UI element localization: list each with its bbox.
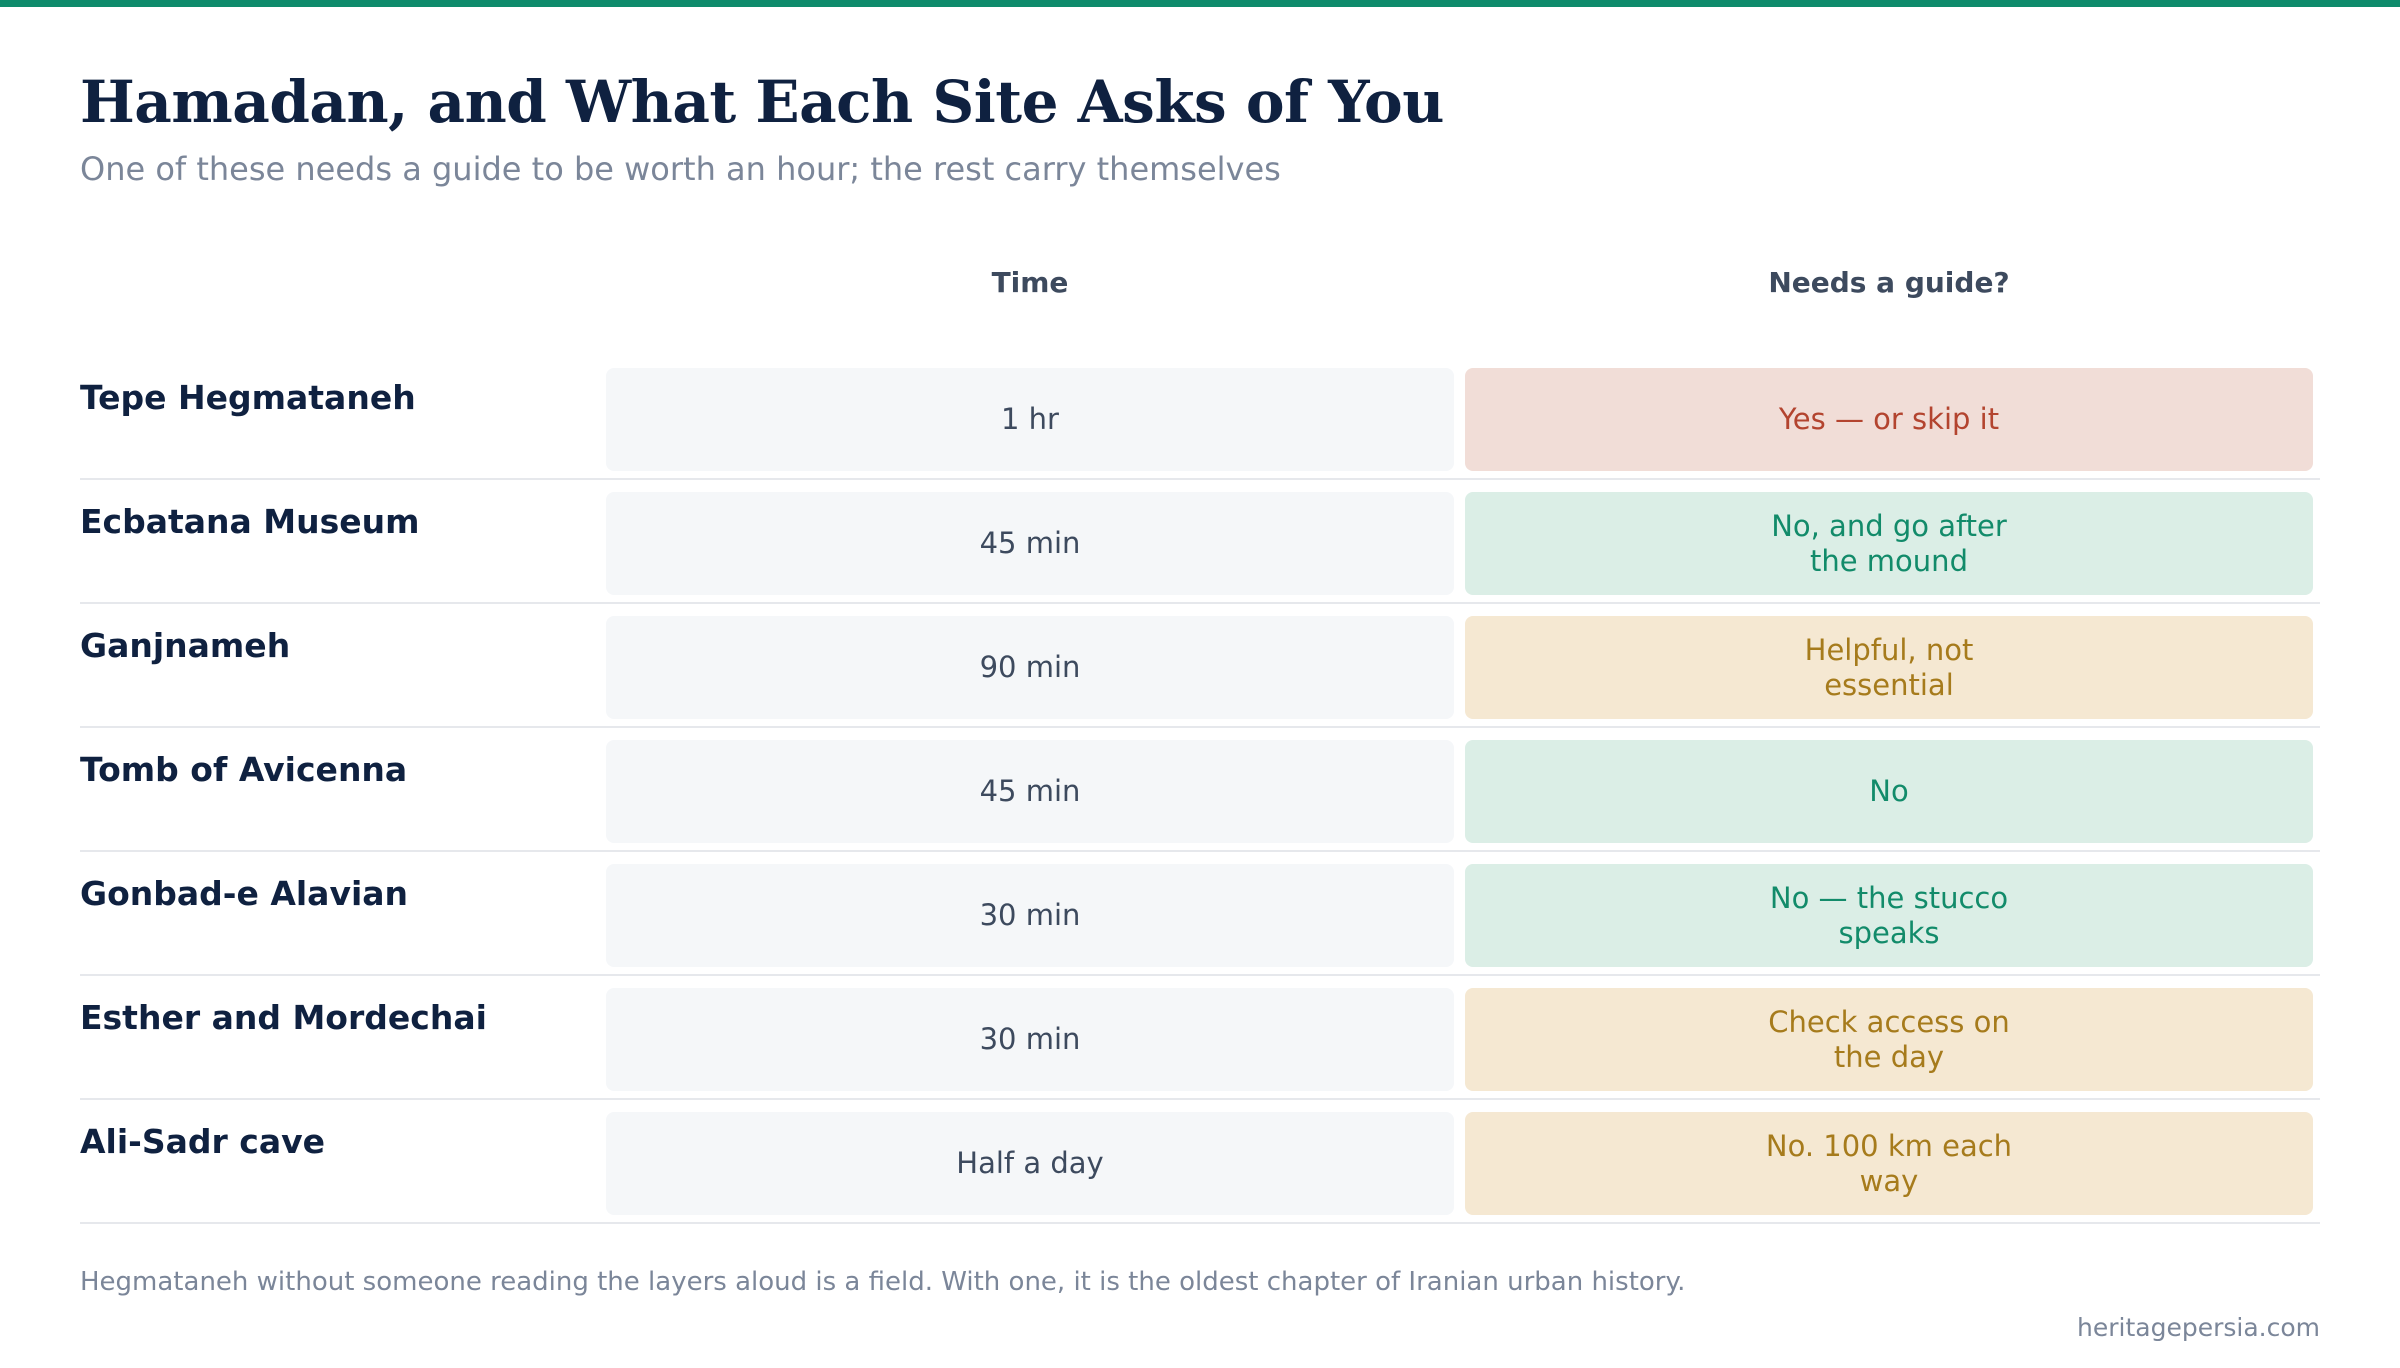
time-cell: 90 min: [606, 616, 1454, 719]
time-cell: 30 min: [606, 988, 1454, 1091]
table-row: Esther and Mordechai 30 min Check access…: [80, 976, 2320, 1100]
table-row: Ali-Sadr cave Half a day No. 100 km each…: [80, 1100, 2320, 1224]
guide-cell: Yes — or skip it: [1465, 368, 2313, 471]
column-header-time: Time: [991, 266, 1069, 299]
site-name: Tomb of Avicenna: [80, 750, 408, 789]
guide-cell: No: [1465, 740, 2313, 843]
guide-cell: No. 100 km each way: [1465, 1112, 2313, 1215]
source-credit: heritagepersia.com: [2077, 1313, 2320, 1342]
table-row: Tomb of Avicenna 45 min No: [80, 728, 2320, 852]
accent-top-bar: [0, 0, 2400, 7]
guide-label: No, and go after the mound: [1771, 508, 2007, 578]
guide-cell: Check access on the day: [1465, 988, 2313, 1091]
guide-label: No. 100 km each way: [1765, 1128, 2013, 1198]
column-header-needs-guide: Needs a guide?: [1768, 266, 2010, 299]
guide-label: No — the stucco speaks: [1769, 880, 2009, 950]
time-cell: 30 min: [606, 864, 1454, 967]
site-name: Esther and Mordechai: [80, 998, 487, 1037]
guide-cell: No — the stucco speaks: [1465, 864, 2313, 967]
time-cell: 1 hr: [606, 368, 1454, 471]
guide-label: Check access on the day: [1768, 1004, 2010, 1074]
table-row: Ganjnameh 90 min Helpful, not essential: [80, 604, 2320, 728]
guide-label: Helpful, not essential: [1804, 632, 1974, 702]
guide-label: No: [1869, 774, 1909, 808]
guide-label: Yes — or skip it: [1778, 402, 2000, 436]
page-title: Hamadan, and What Each Site Asks of You: [80, 68, 1444, 136]
table-row: Gonbad-e Alavian 30 min No — the stucco …: [80, 852, 2320, 976]
guide-cell: No, and go after the mound: [1465, 492, 2313, 595]
time-cell: 45 min: [606, 492, 1454, 595]
page-subtitle: One of these needs a guide to be worth a…: [80, 150, 1281, 188]
site-name: Tepe Hegmataneh: [80, 378, 416, 417]
guide-cell: Helpful, not essential: [1465, 616, 2313, 719]
time-cell: 45 min: [606, 740, 1454, 843]
site-name: Ganjnameh: [80, 626, 291, 665]
time-cell: Half a day: [606, 1112, 1454, 1215]
table-row: Ecbatana Museum 45 min No, and go after …: [80, 480, 2320, 604]
sites-table: Tepe Hegmataneh 1 hr Yes — or skip it Ec…: [80, 356, 2320, 1224]
site-name: Ecbatana Museum: [80, 502, 420, 541]
site-name: Ali-Sadr cave: [80, 1122, 326, 1161]
site-name: Gonbad-e Alavian: [80, 874, 409, 913]
table-row: Tepe Hegmataneh 1 hr Yes — or skip it: [80, 356, 2320, 480]
footnote: Hegmataneh without someone reading the l…: [80, 1267, 1686, 1297]
